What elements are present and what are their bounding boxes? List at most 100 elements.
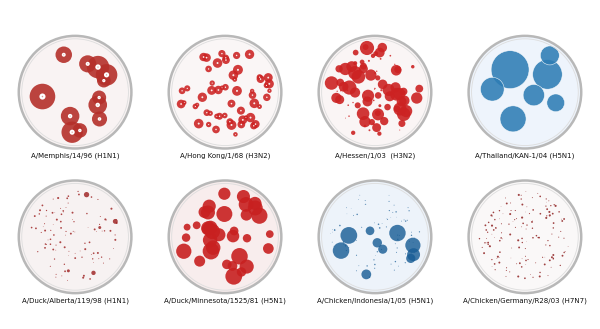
Circle shape — [203, 109, 210, 116]
Circle shape — [364, 126, 365, 127]
Circle shape — [397, 96, 407, 106]
Circle shape — [225, 87, 226, 88]
Circle shape — [361, 269, 371, 279]
Circle shape — [521, 238, 523, 239]
Circle shape — [399, 95, 410, 106]
Circle shape — [259, 77, 260, 78]
Circle shape — [194, 119, 203, 128]
Circle shape — [46, 210, 47, 211]
Circle shape — [57, 197, 59, 199]
Circle shape — [342, 80, 356, 95]
Circle shape — [407, 207, 409, 208]
Circle shape — [395, 261, 396, 262]
Circle shape — [547, 94, 565, 112]
Circle shape — [61, 107, 79, 125]
Circle shape — [509, 213, 511, 215]
Circle shape — [405, 220, 406, 222]
Circle shape — [199, 206, 211, 218]
Circle shape — [198, 123, 200, 125]
Circle shape — [110, 208, 112, 210]
Circle shape — [60, 227, 62, 229]
Circle shape — [562, 255, 563, 257]
Circle shape — [102, 231, 103, 232]
Text: A/Memphis/14/96 (H1N1): A/Memphis/14/96 (H1N1) — [31, 153, 119, 159]
Text: A/Duck/Alberta/119/98 (H1N1): A/Duck/Alberta/119/98 (H1N1) — [22, 297, 128, 304]
Circle shape — [88, 96, 107, 114]
Circle shape — [97, 252, 99, 254]
Circle shape — [529, 213, 530, 214]
Circle shape — [491, 234, 492, 235]
Circle shape — [399, 130, 400, 131]
Circle shape — [216, 116, 217, 117]
Circle shape — [563, 218, 565, 220]
Circle shape — [404, 262, 406, 263]
Circle shape — [231, 248, 248, 265]
Circle shape — [223, 55, 229, 61]
Circle shape — [352, 70, 365, 84]
Circle shape — [221, 87, 223, 88]
Circle shape — [64, 246, 65, 248]
Circle shape — [394, 106, 400, 112]
Circle shape — [563, 238, 565, 239]
Circle shape — [415, 85, 423, 92]
Circle shape — [548, 200, 549, 201]
Circle shape — [506, 203, 508, 204]
Circle shape — [375, 92, 382, 99]
Circle shape — [98, 117, 101, 121]
Circle shape — [99, 224, 100, 225]
Circle shape — [84, 242, 86, 244]
Circle shape — [378, 80, 388, 89]
Circle shape — [257, 104, 262, 109]
Circle shape — [479, 238, 480, 240]
Circle shape — [61, 121, 83, 143]
Circle shape — [212, 126, 220, 133]
Circle shape — [241, 124, 242, 125]
Circle shape — [347, 89, 348, 91]
Circle shape — [202, 96, 203, 98]
Circle shape — [243, 234, 251, 242]
Circle shape — [206, 112, 208, 113]
Circle shape — [535, 262, 536, 263]
Circle shape — [37, 251, 38, 252]
Circle shape — [65, 231, 67, 232]
Circle shape — [494, 269, 496, 270]
Circle shape — [392, 212, 393, 213]
Circle shape — [234, 79, 235, 80]
Circle shape — [222, 56, 230, 64]
Circle shape — [515, 210, 516, 211]
Circle shape — [384, 104, 391, 110]
Circle shape — [516, 263, 517, 264]
Circle shape — [44, 230, 46, 232]
Circle shape — [253, 102, 255, 104]
Circle shape — [374, 88, 376, 89]
Circle shape — [203, 221, 217, 235]
Circle shape — [389, 210, 390, 211]
Circle shape — [490, 246, 491, 247]
Circle shape — [485, 224, 487, 226]
Text: A/Hong Kong/1/68 (H3N2): A/Hong Kong/1/68 (H3N2) — [180, 153, 270, 159]
Circle shape — [334, 229, 335, 231]
Circle shape — [355, 102, 361, 108]
Circle shape — [265, 79, 274, 89]
Circle shape — [494, 219, 496, 220]
Circle shape — [356, 270, 357, 271]
Circle shape — [549, 259, 551, 261]
Circle shape — [84, 192, 89, 197]
Circle shape — [506, 267, 507, 268]
Circle shape — [365, 226, 374, 235]
Circle shape — [70, 115, 71, 117]
Circle shape — [115, 239, 116, 241]
Circle shape — [365, 204, 366, 205]
Circle shape — [516, 218, 517, 219]
Circle shape — [547, 240, 548, 241]
Circle shape — [551, 234, 553, 235]
Circle shape — [246, 113, 255, 122]
Circle shape — [97, 74, 110, 88]
Circle shape — [411, 92, 422, 104]
Circle shape — [362, 96, 373, 106]
Circle shape — [263, 93, 271, 101]
Circle shape — [29, 84, 55, 109]
Circle shape — [237, 190, 250, 203]
Circle shape — [73, 123, 87, 138]
Circle shape — [250, 89, 254, 93]
